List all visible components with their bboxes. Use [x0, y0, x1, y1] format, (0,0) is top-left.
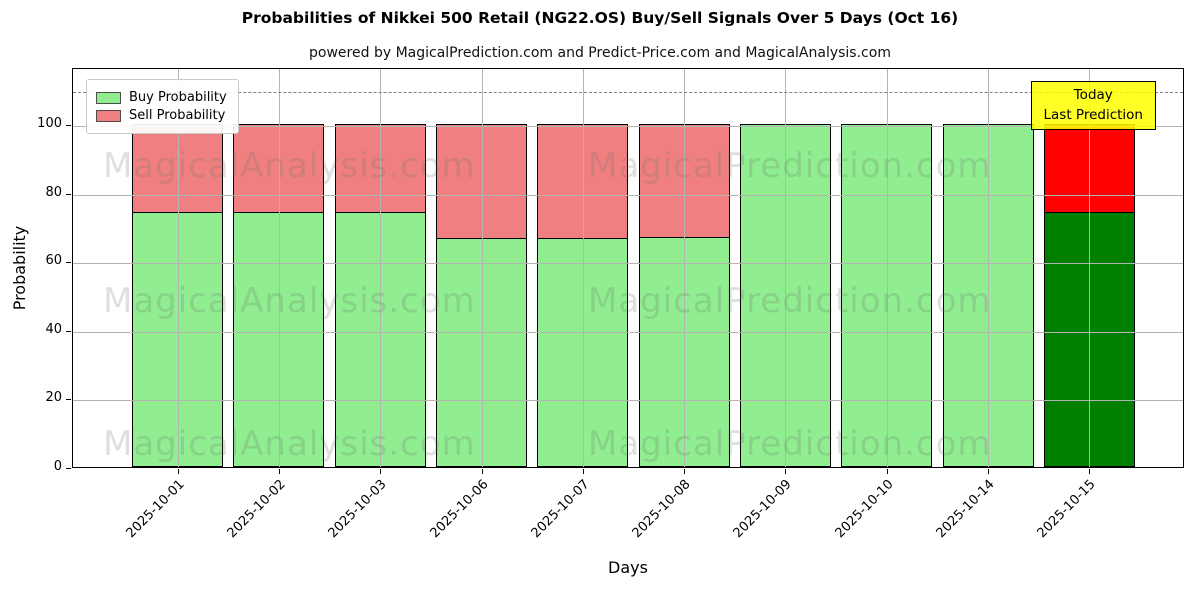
- bar-2025-10-08: [633, 69, 734, 467]
- annotation-line-1: Today: [1073, 87, 1113, 103]
- y-tick-label: 100: [37, 115, 62, 131]
- today-annotation-box: Today Last Prediction: [1030, 81, 1156, 131]
- bar-segment-sell: [638, 123, 730, 238]
- buy-swatch-icon: [96, 91, 121, 104]
- bar-segment-buy: [942, 123, 1034, 467]
- bar-segment-buy: [436, 238, 528, 467]
- x-tick: [177, 469, 179, 474]
- y-tick-label: 80: [45, 184, 62, 200]
- legend-label-sell: Sell Probability: [129, 108, 226, 123]
- bar-segment-sell: [1043, 123, 1135, 212]
- chart-subtitle: powered by MagicalPrediction.com and Pre…: [309, 45, 891, 61]
- y-tick: [66, 330, 71, 332]
- bar-segment-sell: [132, 123, 224, 212]
- y-tick: [66, 262, 71, 264]
- x-tick: [988, 469, 990, 474]
- x-tick: [481, 469, 483, 474]
- y-tick: [66, 193, 71, 195]
- dashed-threshold-line: [73, 91, 1183, 93]
- bar-2025-10-10: [836, 69, 937, 467]
- x-tick: [278, 469, 280, 474]
- legend-label-buy: Buy Probability: [129, 90, 227, 105]
- bar-2025-10-06: [431, 69, 532, 467]
- bar-segment-buy: [334, 211, 426, 467]
- bar-2025-10-14: [937, 69, 1038, 467]
- bar-segment-sell: [436, 123, 528, 239]
- x-tick: [582, 469, 584, 474]
- annotation-line-2: Last Prediction: [1043, 106, 1143, 123]
- bar-segment-sell: [233, 123, 325, 212]
- bar-segment-buy: [132, 211, 224, 467]
- x-tick: [380, 469, 382, 474]
- bar-2025-10-15: [1039, 69, 1140, 467]
- x-axis-label: Days: [608, 558, 648, 577]
- x-tick: [785, 469, 787, 474]
- y-tick: [66, 399, 71, 401]
- y-tick-label: 0: [53, 459, 62, 474]
- x-tick: [1089, 469, 1091, 474]
- y-tick-label: 20: [45, 390, 62, 406]
- bar-segment-buy: [1043, 211, 1135, 467]
- bar-2025-10-02: [228, 69, 329, 467]
- bar-2025-10-09: [735, 69, 836, 467]
- legend-item-sell: Sell Probability: [96, 108, 227, 123]
- y-tick: [66, 468, 71, 469]
- x-tick: [684, 469, 686, 474]
- bar-segment-buy: [638, 237, 730, 467]
- y-tick: [66, 124, 71, 126]
- bar-2025-10-03: [330, 69, 431, 467]
- bars-row: [127, 69, 1140, 467]
- chart-title: Probabilities of Nikkei 500 Retail (NG22…: [241, 9, 959, 27]
- y-tick-label: 60: [45, 253, 62, 269]
- legend-item-buy: Buy Probability: [96, 90, 227, 105]
- bar-segment-sell: [334, 123, 426, 212]
- bar-segment-buy: [841, 123, 933, 467]
- bar-segment-buy: [739, 123, 831, 467]
- y-tick-label: 40: [45, 321, 62, 337]
- sell-swatch-icon: [96, 109, 121, 122]
- bar-segment-buy: [233, 211, 325, 467]
- bar-segment-sell: [537, 123, 629, 239]
- legend: Buy Probability Sell Probability: [86, 79, 239, 134]
- x-tick: [886, 469, 888, 474]
- bar-segment-buy: [537, 238, 629, 467]
- plot-area: Buy Probability Sell Probability Today L…: [72, 68, 1184, 474]
- bar-2025-10-07: [532, 69, 633, 467]
